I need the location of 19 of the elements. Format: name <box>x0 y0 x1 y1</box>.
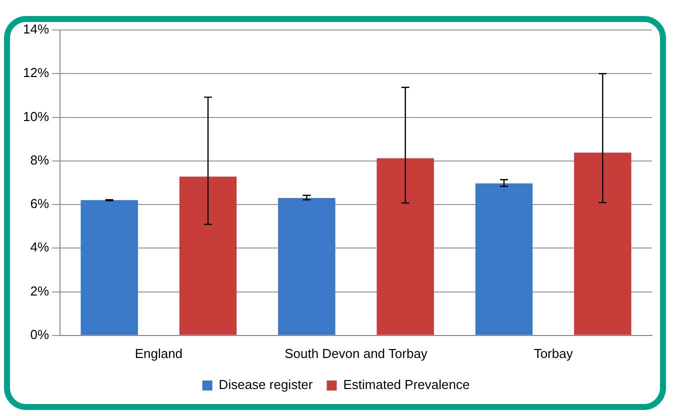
y-tick-label: 8% <box>30 152 50 168</box>
y-tick-label: 12% <box>22 65 50 80</box>
bar <box>475 183 533 335</box>
y-tick-label: 6% <box>30 196 50 212</box>
legend-label: Disease register <box>218 377 314 392</box>
x-tick-label: Torbay <box>534 346 574 361</box>
bar <box>376 158 434 335</box>
bar <box>574 152 632 335</box>
x-tick-label: South Devon and Torbay <box>284 346 428 361</box>
bar <box>179 176 237 335</box>
y-tick-label: 2% <box>30 283 50 298</box>
bar <box>80 200 138 335</box>
y-tick-label: 4% <box>30 240 50 255</box>
bar <box>278 198 336 335</box>
legend-label: Estimated Prevalence <box>343 377 470 392</box>
y-tick-label: 10% <box>22 108 50 124</box>
y-tick-label: 0% <box>30 326 50 342</box>
y-tick-label: 14% <box>22 22 50 37</box>
x-tick-label: England <box>134 346 183 361</box>
